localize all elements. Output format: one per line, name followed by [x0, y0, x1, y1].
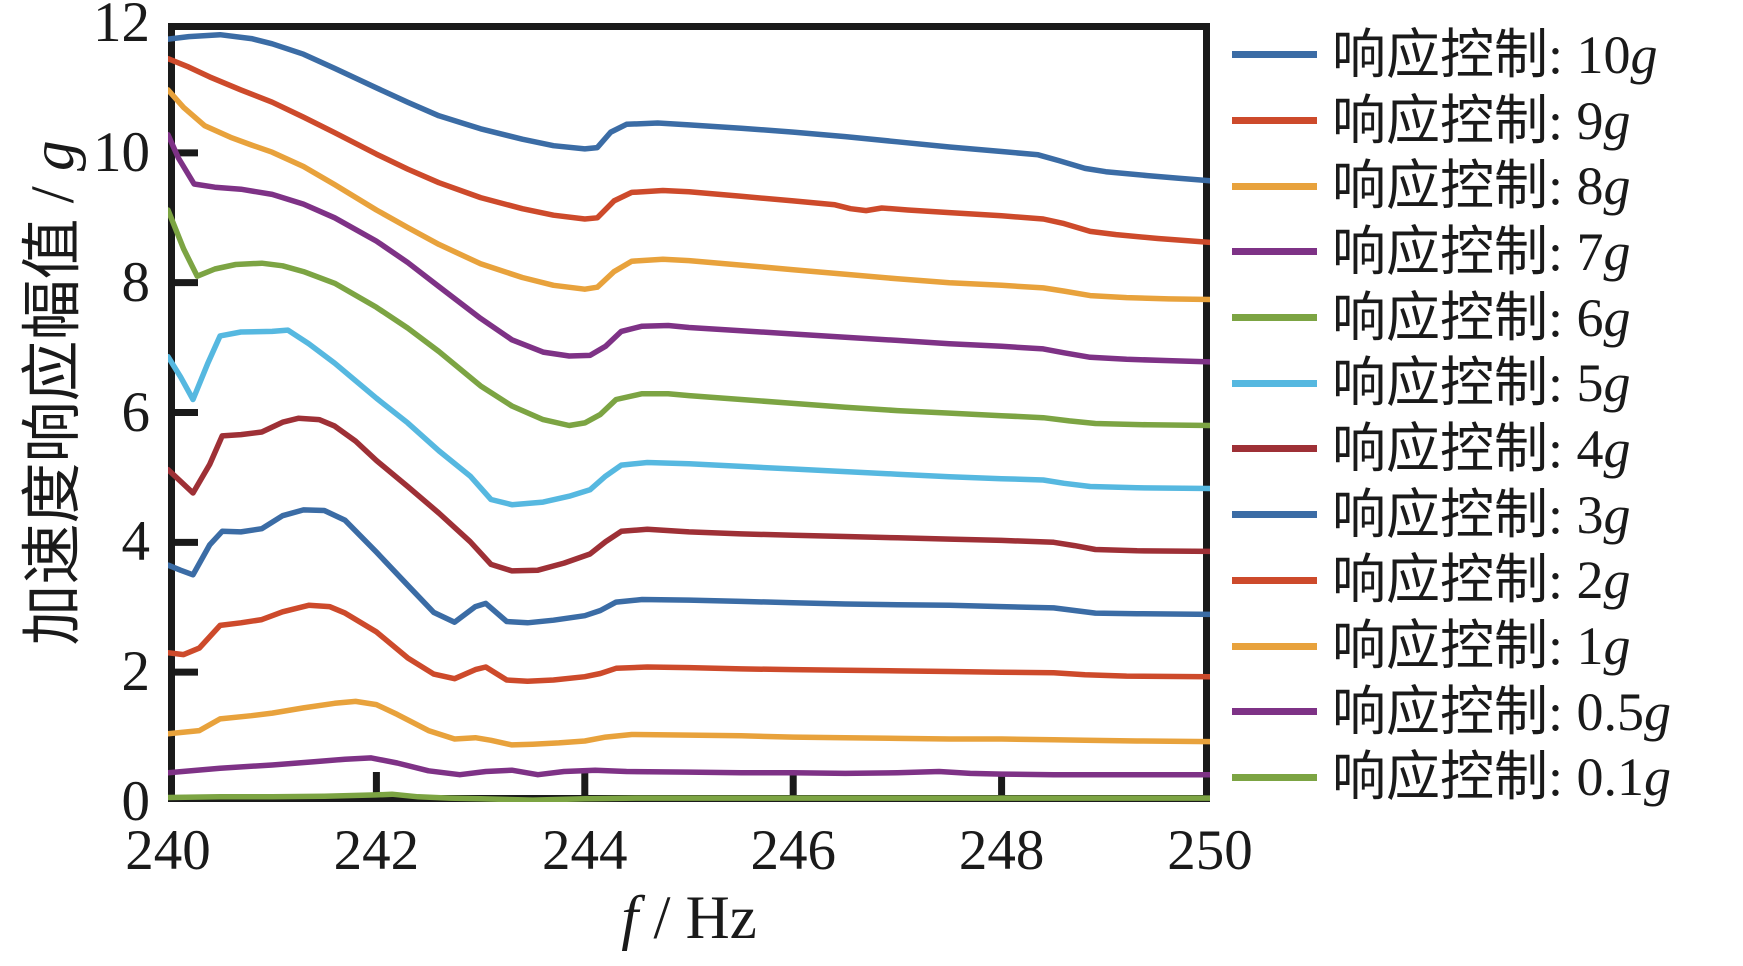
series-line-4g: [168, 415, 1210, 574]
legend-item-7g: 响应控制: 7g: [1232, 219, 1671, 285]
y-tick-label-2: 2: [121, 640, 151, 704]
legend-item-label: 响应控制: 3g: [1332, 484, 1631, 545]
legend-line-swatch: [1232, 511, 1317, 519]
y-axis-unit: g: [20, 140, 87, 172]
y-axis-label-text: 加速度响应幅值 /: [20, 171, 87, 646]
series-line-2g: [168, 602, 1210, 685]
y-tick-label-4: 4: [121, 510, 151, 574]
legend-item-label: 响应控制: 9g: [1332, 90, 1631, 151]
legend-item-6g: 响应控制: 6g: [1232, 285, 1671, 351]
x-tick-label-244: 244: [542, 819, 628, 882]
legend-item-9g: 响应控制: 9g: [1232, 88, 1671, 154]
legend-line-swatch: [1232, 117, 1317, 125]
legend-line-swatch: [1232, 314, 1317, 322]
legend-line-swatch: [1232, 182, 1317, 190]
legend-item-label: 响应控制: 4g: [1332, 418, 1631, 479]
legend-item-label: 响应控制: 0.5g: [1332, 681, 1672, 742]
legend-item-2g: 响应控制: 2g: [1232, 548, 1671, 614]
legend-item-8g: 响应控制: 8g: [1232, 153, 1671, 219]
legend-item-5g: 响应控制: 5g: [1232, 350, 1671, 416]
series-line-9g: [168, 55, 1210, 246]
legend-item-0.5g: 响应控制: 0.5g: [1232, 679, 1671, 745]
legend-line-swatch: [1232, 642, 1317, 650]
legend-item-label: 响应控制: 0.1g: [1332, 747, 1672, 808]
x-tick-label-250: 250: [1167, 819, 1253, 882]
legend-item-0.1g: 响应控制: 0.1g: [1232, 745, 1671, 811]
series-line-6g: [168, 207, 1210, 429]
x-tick-label-248: 248: [958, 819, 1045, 882]
x-axis-title: f / Hz: [168, 884, 1210, 954]
series-line-0.1g: [168, 791, 1210, 802]
x-tick-label-240: 240: [125, 819, 211, 882]
series-line-3g: [168, 507, 1210, 626]
legend-item-label: 响应控制: 8g: [1332, 156, 1631, 217]
legend-item-4g: 响应控制: 4g: [1232, 416, 1671, 482]
plot-area: [168, 23, 1210, 802]
legend-line-swatch: [1232, 248, 1317, 256]
series-line-5g: [168, 327, 1210, 508]
y-tick-label-10: 10: [93, 120, 150, 184]
series-line-7g: [168, 131, 1210, 365]
legend-item-label: 响应控制: 10g: [1332, 24, 1658, 85]
legend-item-label: 响应控制: 7g: [1332, 221, 1631, 282]
legend-line-swatch: [1232, 576, 1317, 584]
legend-item-label: 响应控制: 6g: [1332, 287, 1631, 348]
x-tick-label-242: 242: [333, 819, 420, 882]
x-tick-label-246: 246: [750, 819, 836, 882]
series-line-1g: [168, 698, 1210, 748]
plot-frame: [168, 23, 1210, 802]
y-tick-label-8: 8: [121, 250, 151, 314]
x-axis-unit: / Hz: [638, 885, 757, 952]
legend-item-3g: 响应控制: 3g: [1232, 482, 1671, 548]
legend-item-label: 响应控制: 2g: [1332, 550, 1631, 611]
legend-line-swatch: [1232, 773, 1317, 781]
legend-line-swatch: [1232, 445, 1317, 453]
y-tick-label-12: 12: [93, 0, 150, 54]
legend-item-1g: 响应控制: 1g: [1232, 613, 1671, 679]
y-tick-label-0: 0: [121, 770, 151, 833]
legend-line-swatch: [1232, 379, 1317, 387]
series-line-10g: [168, 31, 1210, 184]
y-axis-title: 加速度响应幅值 / g: [20, 81, 87, 705]
legend-line-swatch: [1232, 51, 1317, 59]
series-line-8g: [168, 87, 1210, 303]
x-axis-variable: f: [621, 885, 639, 952]
y-tick-label-6: 6: [121, 380, 151, 444]
legend-item-10g: 响应控制: 10g: [1232, 22, 1671, 88]
legend-item-label: 响应控制: 5g: [1332, 353, 1631, 414]
series-line-0.5g: [168, 755, 1210, 778]
legend-line-swatch: [1232, 708, 1317, 716]
legend-item-label: 响应控制: 1g: [1332, 616, 1631, 677]
legend: 响应控制: 10g 响应控制: 9g 响应控制: 8g 响应控制: 7g 响应控制: 6…: [1232, 22, 1671, 810]
